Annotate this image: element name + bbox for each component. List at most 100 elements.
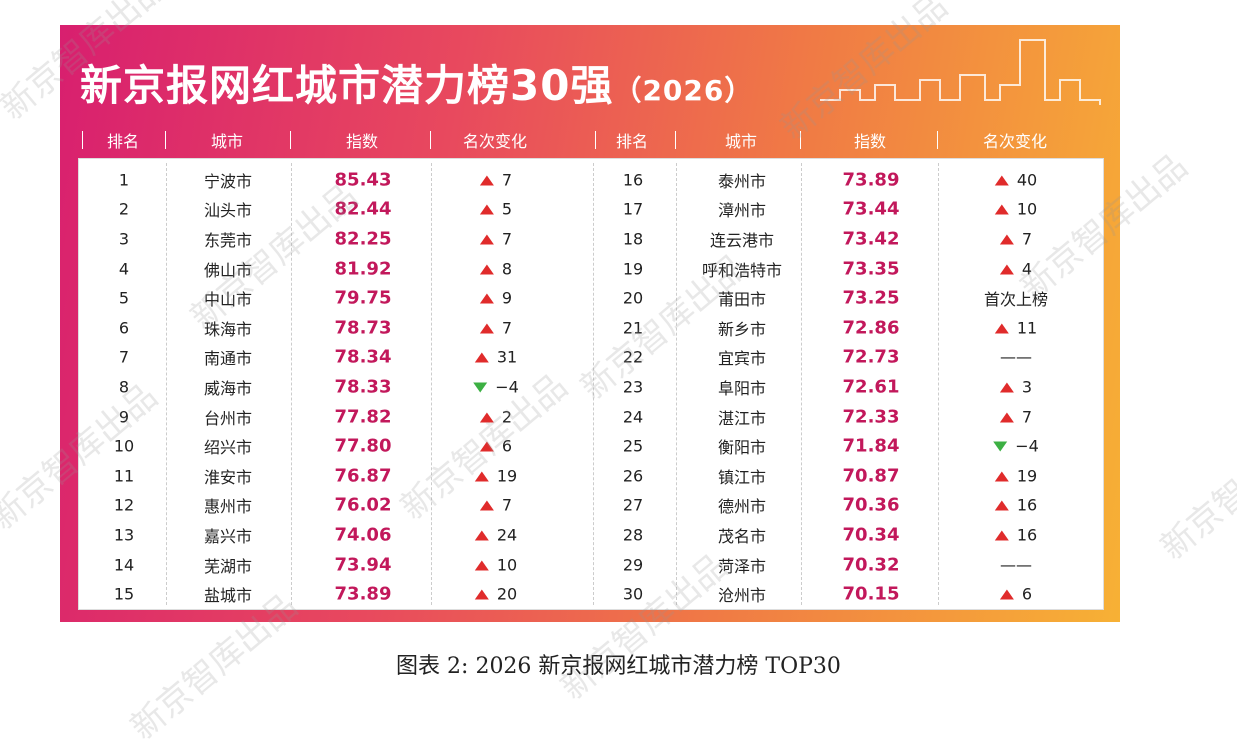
city-cell: 宁波市 bbox=[203, 171, 253, 191]
index-cell: 73.94 bbox=[334, 554, 392, 576]
city-cell: 盐城市 bbox=[203, 586, 253, 606]
header-separator bbox=[82, 131, 83, 149]
city-cell: 泰州市 bbox=[717, 171, 767, 191]
rank-cell: 14 bbox=[113, 555, 135, 575]
header-separator bbox=[430, 131, 431, 149]
column-header: 指数 bbox=[853, 132, 887, 151]
index-cell: 77.82 bbox=[334, 406, 392, 428]
rank-cell: 18 bbox=[622, 229, 644, 249]
change-cell: 7 bbox=[999, 229, 1033, 249]
rank-cell: 22 bbox=[622, 347, 644, 367]
index-cell: 73.25 bbox=[842, 287, 900, 309]
change-cell: 8 bbox=[479, 259, 513, 279]
rank-cell: 5 bbox=[118, 288, 130, 308]
city-cell: 绍兴市 bbox=[203, 438, 253, 458]
rank-cell: 29 bbox=[622, 555, 644, 575]
trend-up-icon bbox=[479, 234, 494, 245]
trend-up-icon bbox=[479, 204, 494, 215]
header-separator bbox=[290, 131, 291, 149]
header-separator bbox=[165, 131, 166, 149]
change-text: 7 bbox=[1021, 229, 1033, 249]
rank-cell: 3 bbox=[118, 229, 130, 249]
trend-up-icon bbox=[994, 323, 1009, 334]
change-cell: 31 bbox=[474, 348, 517, 367]
change-text: 5 bbox=[501, 199, 513, 219]
change-text: −4 bbox=[1015, 436, 1039, 456]
change-cell: 19 bbox=[994, 466, 1038, 486]
trend-up-icon bbox=[474, 589, 489, 600]
change-text: 10 bbox=[1016, 199, 1038, 219]
trend-up-icon bbox=[479, 293, 494, 304]
change-cell: 16 bbox=[994, 526, 1037, 545]
change-text: 8 bbox=[501, 259, 513, 279]
rank-cell: 1 bbox=[118, 170, 130, 190]
column-header: 城市 bbox=[724, 132, 758, 151]
city-cell: 南通市 bbox=[203, 349, 253, 369]
trend-up-icon bbox=[994, 530, 1009, 541]
column-divider bbox=[801, 163, 802, 605]
change-text: 10 bbox=[496, 555, 518, 575]
index-cell: 77.80 bbox=[334, 435, 392, 457]
column-header: 排名 bbox=[106, 132, 140, 151]
rank-cell: 8 bbox=[118, 377, 130, 397]
rank-cell: 25 bbox=[622, 436, 644, 456]
change-cell: 16 bbox=[994, 495, 1038, 515]
index-cell: 85.43 bbox=[334, 169, 392, 191]
skyline-decoration bbox=[820, 39, 1101, 105]
city-cell: 茂名市 bbox=[717, 527, 767, 546]
change-text: 7 bbox=[501, 170, 513, 190]
column-divider bbox=[166, 163, 167, 605]
index-cell: 73.35 bbox=[842, 258, 900, 280]
rank-cell: 27 bbox=[622, 495, 644, 515]
change-text: —— bbox=[1000, 347, 1032, 367]
city-cell: 菏泽市 bbox=[717, 556, 767, 576]
rank-cell: 26 bbox=[622, 466, 644, 486]
city-cell: 台州市 bbox=[203, 408, 253, 428]
trend-up-icon bbox=[474, 530, 489, 541]
change-text: 7 bbox=[501, 495, 513, 515]
city-cell: 宜宾市 bbox=[717, 349, 767, 369]
change-cell: 7 bbox=[479, 495, 513, 515]
index-cell: 82.44 bbox=[334, 198, 392, 220]
table: 1 宁波市 85.43 7 2 汕头市 82.44 5 3 东莞市 82.25 7 4 佛山市 81.92 8… bbox=[78, 158, 1104, 610]
index-cell: 82.25 bbox=[334, 228, 392, 250]
index-cell: 78.73 bbox=[334, 317, 392, 339]
change-text: 7 bbox=[501, 318, 513, 338]
city-cell: 湛江市 bbox=[717, 408, 767, 428]
city-cell: 威海市 bbox=[203, 379, 253, 398]
rank-cell: 15 bbox=[113, 584, 135, 604]
city-cell: 漳州市 bbox=[717, 201, 767, 221]
change-cell: 9 bbox=[479, 289, 512, 308]
change-text: —— bbox=[1000, 555, 1032, 575]
header-separator bbox=[800, 131, 801, 149]
trend-up-icon bbox=[994, 471, 1009, 482]
city-cell: 嘉兴市 bbox=[203, 527, 253, 546]
change-text: −4 bbox=[495, 377, 519, 397]
change-text: 16 bbox=[1016, 495, 1038, 515]
header-separator bbox=[937, 131, 938, 149]
change-text: 2 bbox=[501, 407, 513, 427]
change-text: 19 bbox=[496, 466, 518, 486]
index-cell: 70.36 bbox=[842, 494, 900, 516]
change-cell: 2 bbox=[479, 407, 513, 427]
city-cell: 衡阳市 bbox=[717, 438, 767, 458]
column-header: 名次变化 bbox=[462, 132, 528, 151]
city-cell: 淮安市 bbox=[203, 467, 253, 487]
change-cell: 11 bbox=[994, 318, 1037, 337]
column-divider bbox=[593, 163, 594, 605]
trend-up-icon bbox=[479, 264, 494, 275]
trend-up-icon bbox=[999, 412, 1014, 423]
city-cell: 镇江市 bbox=[717, 467, 767, 487]
rank-cell: 2 bbox=[118, 199, 130, 219]
city-cell: 呼和浩特市 bbox=[701, 260, 783, 280]
change-cell: 10 bbox=[994, 199, 1038, 219]
change-text: 19 bbox=[1016, 466, 1038, 486]
index-cell: 70.32 bbox=[842, 554, 900, 576]
trend-up-icon bbox=[479, 175, 494, 186]
column-header: 排名 bbox=[615, 132, 649, 151]
change-cell: —— bbox=[1000, 348, 1032, 367]
rank-cell: 13 bbox=[113, 525, 135, 545]
city-cell: 汕头市 bbox=[203, 201, 253, 221]
rank-cell: 16 bbox=[622, 170, 644, 190]
